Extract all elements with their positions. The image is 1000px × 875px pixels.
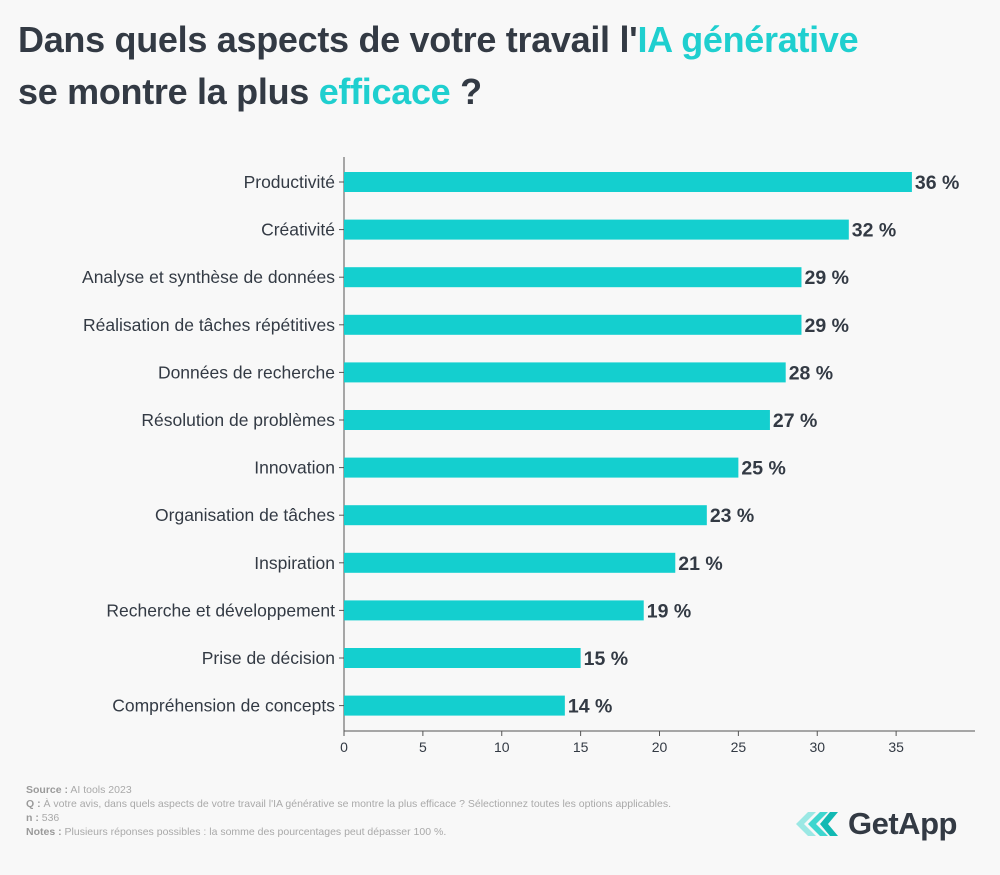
bar (344, 648, 581, 668)
x-tick-label: 10 (494, 739, 510, 755)
data-label: 28 % (789, 362, 833, 384)
category-label: Productivité (244, 172, 335, 192)
category-label: Compréhension de concepts (112, 696, 335, 716)
notes-text: Plusieurs réponses possibles : la somme … (64, 826, 447, 838)
bar (344, 552, 676, 573)
x-tick-label: 0 (340, 739, 348, 755)
chart-title: Dans quels aspects de votre travail l'IA… (18, 14, 859, 118)
x-tick-label: 5 (419, 739, 427, 755)
question-line: Q : À votre avis, dans quels aspects de … (26, 797, 706, 811)
question-label: Q : (26, 798, 41, 810)
n-line: n : 536 (26, 811, 706, 825)
logo-text: GetApp (848, 806, 957, 841)
bar (344, 410, 770, 430)
getapp-logo: GetApp (796, 806, 957, 842)
data-label: 21 % (678, 553, 722, 575)
data-label: 14 % (568, 696, 612, 718)
category-label: Organisation de tâches (155, 505, 335, 525)
data-label: 25 % (741, 458, 785, 480)
data-label: 19 % (647, 600, 691, 622)
category-label: Analyse et synthèse de données (82, 267, 335, 287)
bar (344, 362, 786, 383)
data-label: 29 % (804, 267, 848, 289)
category-label: Données de recherche (158, 362, 335, 382)
bar (344, 219, 849, 240)
title-highlight: efficace (318, 71, 451, 112)
source-label: Source : (26, 784, 69, 796)
category-label: Créativité (261, 220, 335, 240)
data-label: 27 % (773, 410, 817, 432)
category-label: Résolution de problèmes (141, 410, 335, 430)
title-text: Dans quels aspects de votre travail l' (18, 19, 638, 60)
notes-label: Notes : (26, 826, 62, 838)
title-text: se montre la plus (18, 71, 319, 112)
getapp-chevrons-icon (796, 812, 838, 836)
bar-chart: Productivité 36 % Créativité 32 % Analyse et… (82, 157, 975, 755)
category-label: Prise de décision (202, 648, 335, 668)
source-line: Source : AI tools 2023 (26, 783, 706, 797)
footer-notes: Source : AI tools 2023 Q : À votre avis,… (26, 783, 706, 839)
source-text: AI tools 2023 (70, 784, 132, 796)
bar (344, 267, 802, 288)
category-label: Réalisation de tâches répétitives (83, 315, 335, 335)
x-tick-label: 30 (809, 739, 825, 755)
bar (344, 505, 707, 526)
category-label: Inspiration (254, 553, 335, 573)
bar (344, 172, 912, 192)
x-tick-label: 25 (731, 739, 747, 755)
bar (344, 600, 644, 621)
title-text: ? (450, 71, 482, 112)
data-label: 36 % (915, 172, 959, 194)
data-label: 29 % (804, 315, 848, 337)
question-text: À votre avis, dans quels aspects de votr… (43, 798, 672, 810)
x-tick-label: 35 (888, 739, 904, 755)
data-label: 15 % (584, 648, 628, 670)
bar (344, 314, 802, 335)
category-label: Recherche et développement (106, 600, 335, 620)
data-label: 23 % (710, 505, 754, 527)
bar (344, 695, 565, 716)
n-value: 536 (41, 812, 60, 824)
title-highlight: IA générative (637, 19, 859, 60)
bar (344, 457, 739, 478)
data-label: 32 % (852, 220, 896, 242)
n-label: n : (26, 812, 39, 824)
notes-line: Notes : Plusieurs réponses possibles : l… (26, 825, 706, 839)
x-tick-label: 15 (573, 739, 589, 755)
x-tick-label: 20 (652, 739, 668, 755)
category-label: Innovation (254, 458, 335, 478)
